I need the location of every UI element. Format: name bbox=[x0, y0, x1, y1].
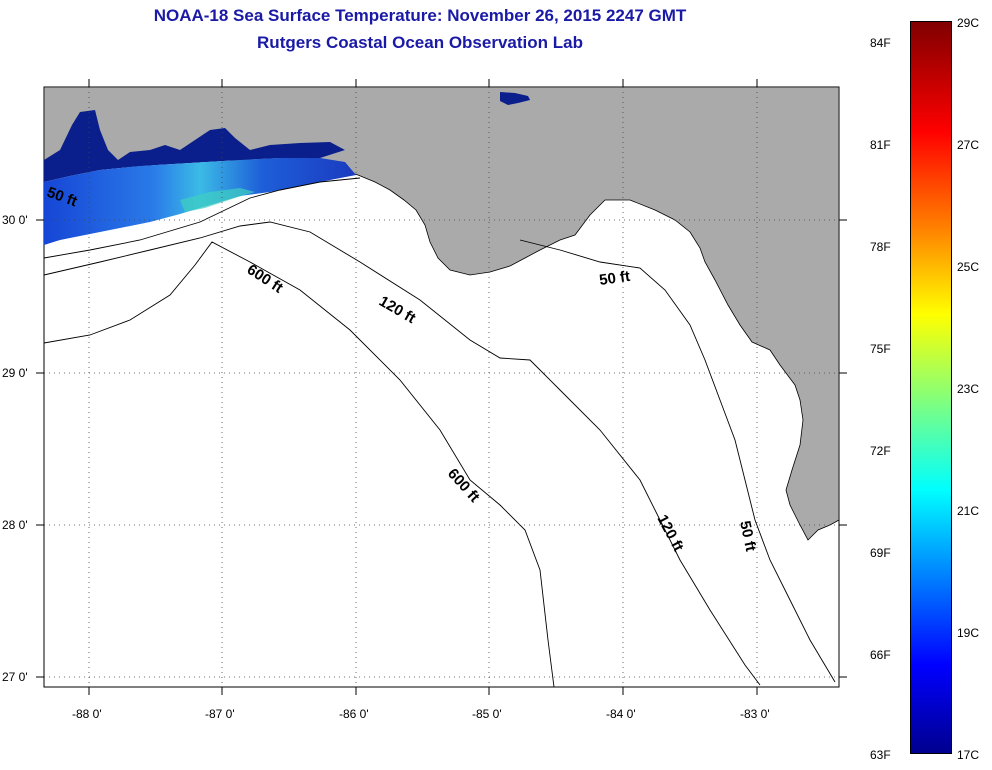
colorbar-f-label: 81F bbox=[870, 138, 891, 152]
lat-label: 27 0' bbox=[2, 670, 28, 684]
contour-600ft bbox=[43, 241, 555, 688]
colorbar-f-label: 78F bbox=[870, 240, 891, 254]
map-title: NOAA-18 Sea Surface Temperature: Novembe… bbox=[153, 6, 687, 25]
lat-label: 30 0' bbox=[2, 213, 28, 227]
contour-label-50ft: 50 ft bbox=[736, 519, 759, 553]
lon-label: -87 0' bbox=[205, 707, 235, 721]
colorbar-f-label: 66F bbox=[870, 648, 891, 662]
colorbar-f-label: 75F bbox=[870, 342, 891, 356]
colorbar-c-label: 19C bbox=[957, 626, 980, 640]
contour-120ft bbox=[43, 221, 761, 686]
inland-water bbox=[500, 92, 530, 105]
map-subtitle: Rutgers Coastal Ocean Observation Lab bbox=[257, 33, 583, 52]
lon-label: -86 0' bbox=[339, 707, 369, 721]
lon-label: -84 0' bbox=[606, 707, 636, 721]
colorbar-c-label: 27C bbox=[957, 138, 980, 152]
lat-label: 28 0' bbox=[2, 518, 28, 532]
colorbar-c-label: 17C bbox=[957, 748, 980, 762]
coastal-bays bbox=[44, 110, 345, 182]
contour-label-50ft: 50 ft bbox=[598, 268, 631, 289]
temperature-colorbar bbox=[910, 21, 952, 754]
frame-ticks bbox=[36, 79, 847, 695]
colorbar-f-label: 63F bbox=[870, 748, 891, 762]
sst-warm-patch bbox=[180, 188, 255, 212]
colorbar-f-label: 72F bbox=[870, 444, 891, 458]
colorbar-c-label: 25C bbox=[957, 260, 980, 274]
colorbar-f-label: 69F bbox=[870, 546, 891, 560]
colorbar-c-label: 21C bbox=[957, 504, 980, 518]
lon-label: -88 0' bbox=[72, 707, 102, 721]
lon-label: -83 0' bbox=[740, 707, 770, 721]
lon-label: -85 0' bbox=[472, 707, 502, 721]
colorbar-c-label: 23C bbox=[957, 382, 980, 396]
contour-50ft bbox=[43, 177, 836, 683]
lat-label: 29 0' bbox=[2, 366, 28, 380]
colorbar-c-label: 29C bbox=[957, 16, 980, 30]
graticule bbox=[44, 87, 839, 687]
colorbar-f-label: 84F bbox=[870, 36, 891, 50]
